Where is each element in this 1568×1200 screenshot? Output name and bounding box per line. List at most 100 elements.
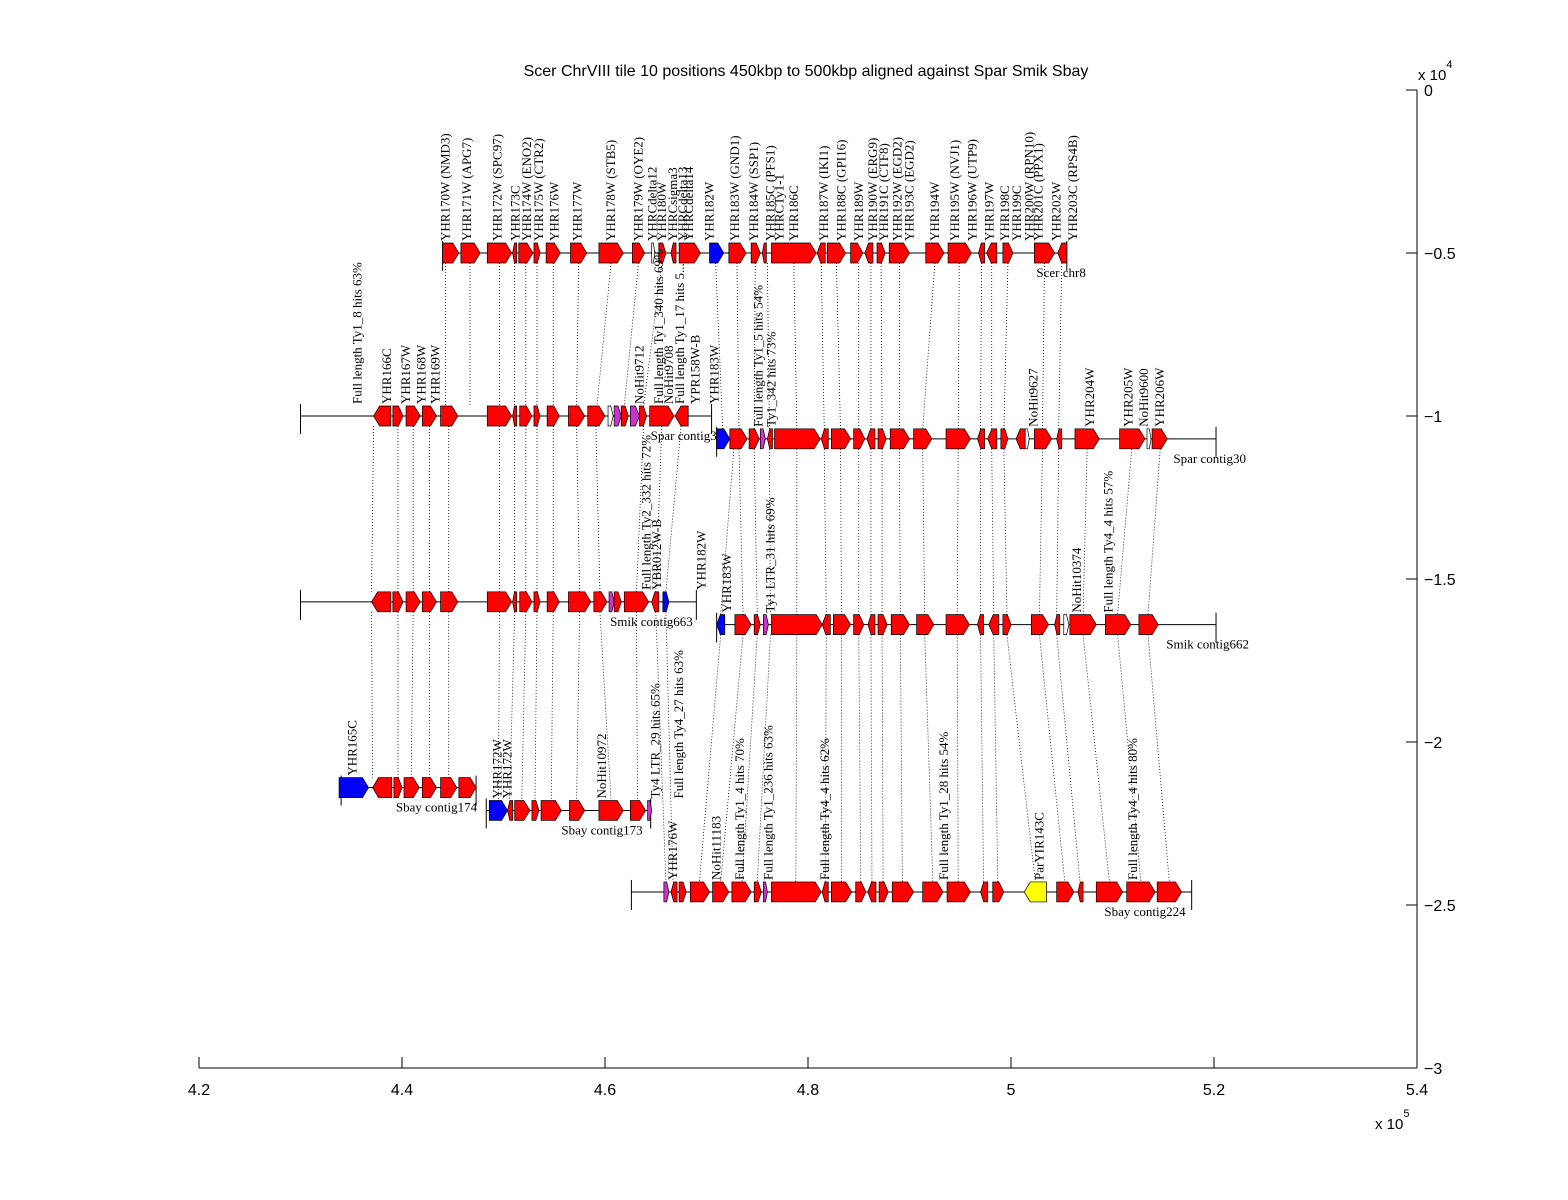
x-exponent-power: 5 <box>1403 1108 1409 1120</box>
gene-arrow <box>889 428 910 450</box>
gene-arrow <box>729 428 748 450</box>
gene-label: YHR188C (GPI16) <box>833 140 848 241</box>
alignment-links <box>371 262 1170 883</box>
gene-arrow <box>855 881 867 903</box>
gene-arrow <box>1015 428 1026 450</box>
alignment-link <box>1003 262 1009 429</box>
gene-arrow <box>519 405 533 427</box>
gene-arrow <box>531 800 540 821</box>
alignment-link <box>550 611 554 801</box>
gene-label: NoHit9708 <box>661 346 676 405</box>
alignment-link <box>769 448 771 615</box>
gene-label: YHR169W <box>427 344 442 404</box>
gene-arrow <box>833 614 852 635</box>
contig-tracks: Scer chr8 Spar contig3 Spar contig30 Smik c… <box>300 241 1249 919</box>
gene-arrow <box>663 881 670 903</box>
gene-label: YHR168W <box>413 344 428 404</box>
gene-arrow <box>830 428 852 450</box>
gene-arrow <box>761 242 767 264</box>
alignment-link <box>1147 448 1161 615</box>
gene-arrow <box>947 242 972 264</box>
gene-arrow <box>392 405 404 427</box>
gene-arrow <box>373 405 392 427</box>
gene-arrow <box>978 242 985 264</box>
gene-label: Ty1 LTR_31 hits 69% <box>762 497 777 612</box>
gene-label: Full length Ty1_5 hits 54% <box>750 285 765 427</box>
alignment-link <box>1042 262 1045 429</box>
gene-arrow <box>512 591 518 613</box>
gene-arrow <box>440 405 459 427</box>
alignment-link <box>1039 448 1043 615</box>
gene-arrow <box>570 242 588 264</box>
alignment-link <box>881 634 884 882</box>
gene-arrow <box>593 591 608 613</box>
gene-arrow <box>598 800 624 821</box>
contig-label: Spar contig3 <box>651 428 717 443</box>
gene-label: YHR190W (ERG9) <box>865 138 880 241</box>
gene-label: Full length Ty4_4 hits 62% <box>817 738 832 880</box>
gene-arrow <box>486 591 513 613</box>
gene-arrow <box>864 242 874 264</box>
gene-arrow <box>608 591 615 613</box>
gene-label: YHR183W (GND1) <box>727 135 742 241</box>
gene-label: YHR196W (UTP9) <box>964 139 979 241</box>
gene-label: YHR183W <box>707 344 722 404</box>
alignment-link <box>836 262 841 429</box>
gene-label: YHRCTy1-1 <box>772 174 787 241</box>
gene-arrow <box>977 428 985 450</box>
gene-label: YHR198C <box>997 185 1012 241</box>
gene-arrow <box>486 242 513 264</box>
contig-label: Sbay contig224 <box>1104 904 1186 919</box>
gene-label: NoHit10972 <box>594 733 609 798</box>
gene-arrow <box>403 777 420 798</box>
gene-arrow <box>678 881 687 903</box>
gene-label: Full length Ty1_28 hits 54% <box>936 731 951 880</box>
alignment-link <box>820 262 825 429</box>
gene-arrow <box>750 242 761 264</box>
gene-label: Full length Ty4_4 hits 57% <box>1100 471 1115 613</box>
gene-arrow <box>734 614 752 635</box>
gene-arrow <box>545 242 561 264</box>
alignment-link <box>980 634 984 882</box>
alignment-link <box>665 611 674 882</box>
gene-label: YHR183W <box>719 553 734 613</box>
alignment-link <box>858 634 862 882</box>
x-tick-label: 5.4 <box>1406 1082 1428 1099</box>
alignment-link <box>534 611 538 801</box>
gene-arrow <box>913 428 933 450</box>
gene-label: YHR201C (PPX1) <box>1030 143 1045 241</box>
gene-label: YHR171W (APG7) <box>459 138 474 241</box>
gene-label: YHR199C <box>1009 185 1024 241</box>
x-tick-label: 4.6 <box>594 1082 616 1099</box>
gene-label: YHR185C (PFS1) <box>762 145 777 241</box>
alignment-link <box>655 611 667 882</box>
alignment-link <box>956 448 959 615</box>
gene-arrow <box>598 242 624 264</box>
gene-arrow <box>512 405 518 427</box>
gene-label: ParYIR143C <box>1031 812 1046 880</box>
gene-label: YHR178W (STB5) <box>603 140 618 241</box>
gene-arrow <box>421 777 437 798</box>
gene-arrow <box>372 777 393 798</box>
alignment-link <box>753 262 756 429</box>
gene-arrow <box>568 405 586 427</box>
gene-arrow <box>674 405 689 427</box>
gene-label: YHR176W <box>665 820 680 880</box>
gene-arrow <box>651 242 656 264</box>
gene-label: YHR200W (RPN10) <box>1021 132 1036 241</box>
gene-arrow <box>762 614 769 635</box>
gene-arrow <box>820 428 829 450</box>
gene-arrow <box>890 614 910 635</box>
gene-arrow <box>1119 428 1146 450</box>
alignment-link <box>1056 634 1081 882</box>
gene-label: YHR175W (CTR2) <box>531 138 546 241</box>
alignment-link <box>1117 634 1142 882</box>
gene-arrow <box>992 881 1005 903</box>
alignment-link <box>1082 448 1088 615</box>
gene-arrow <box>507 800 513 821</box>
gene-label: YHR172W (SPC97) <box>489 134 504 241</box>
gene-arrow <box>866 428 876 450</box>
gene-arrow <box>821 881 829 903</box>
gene-label: NoHit9712 <box>632 346 647 405</box>
alignment-link <box>756 634 771 882</box>
